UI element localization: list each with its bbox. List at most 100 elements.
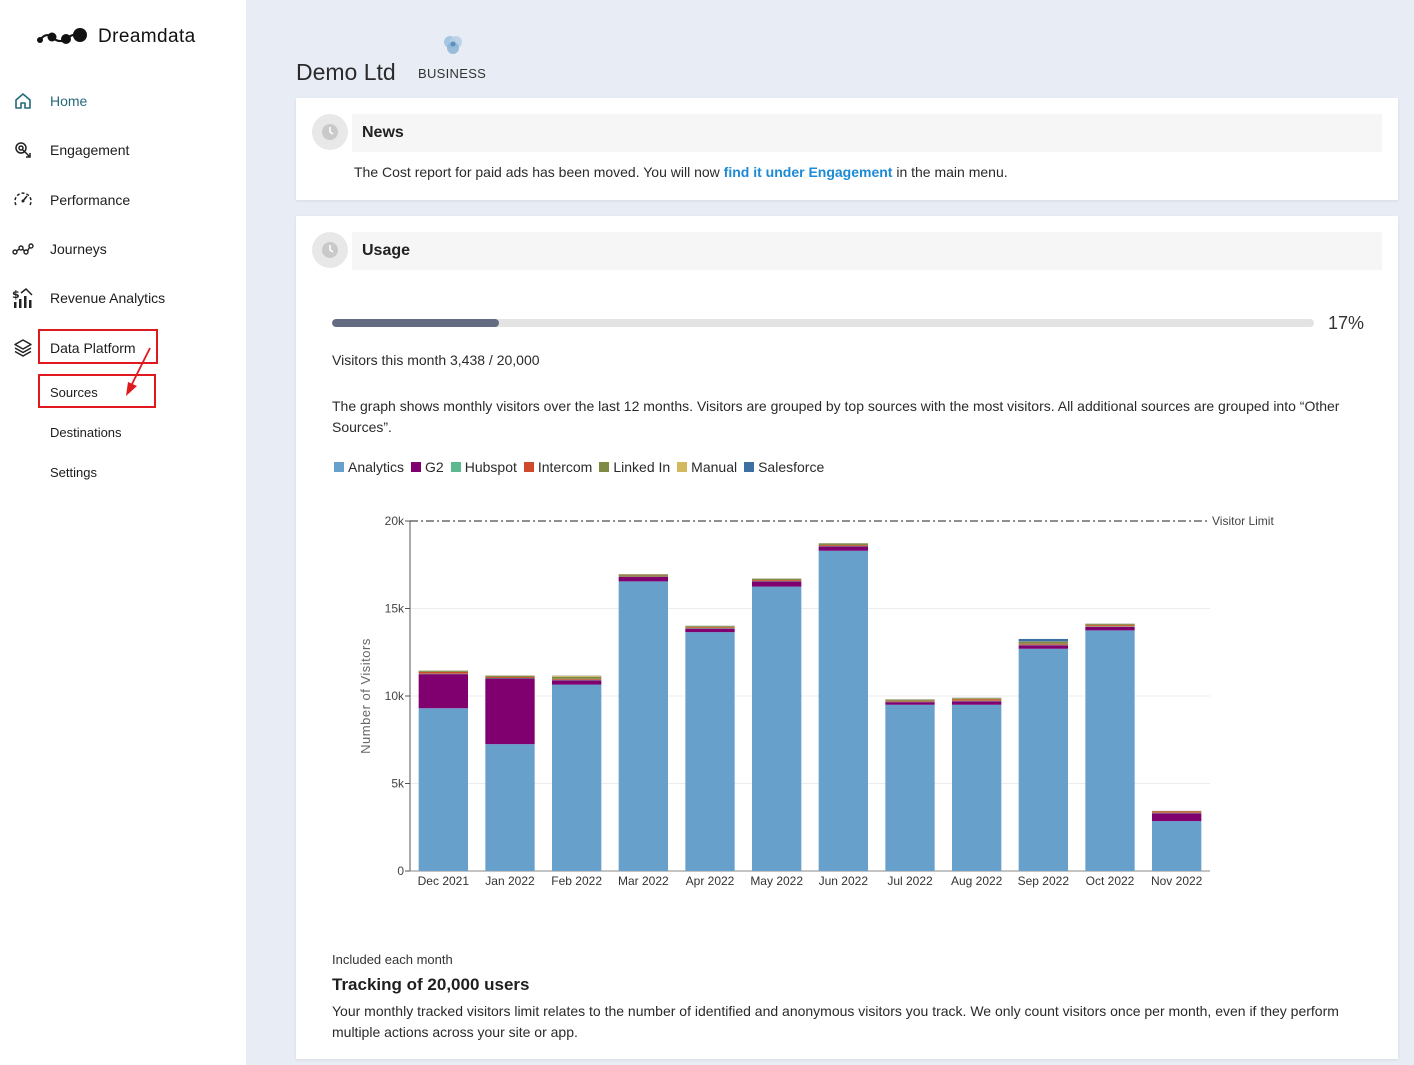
legend-item[interactable]: Manual bbox=[677, 459, 737, 475]
legend-swatch bbox=[523, 462, 534, 472]
bar-segment bbox=[1018, 645, 1068, 649]
legend-item[interactable]: Linked In bbox=[599, 459, 670, 475]
bar-segment bbox=[885, 699, 935, 701]
bar-segment bbox=[1085, 630, 1135, 871]
x-tick-label: Aug 2022 bbox=[951, 874, 1003, 888]
x-tick-label: Feb 2022 bbox=[551, 874, 602, 888]
clock-icon bbox=[312, 232, 348, 268]
legend-label: G2 bbox=[425, 459, 444, 475]
bar-segment bbox=[952, 704, 1002, 871]
bar-segment bbox=[1085, 626, 1135, 631]
bar-segment bbox=[485, 675, 535, 677]
bar-segment bbox=[418, 674, 468, 709]
sidebar-item-label: Revenue Analytics bbox=[50, 290, 166, 306]
y-tick-label: 10k bbox=[385, 689, 405, 703]
home-icon bbox=[12, 90, 34, 112]
app-logo[interactable]: Dreamdata bbox=[36, 24, 196, 50]
y-tick-label: 15k bbox=[385, 602, 405, 616]
bar-segment bbox=[685, 628, 735, 629]
sidebar-item-data-platform[interactable]: Data Platform bbox=[12, 334, 136, 362]
bar-segment bbox=[418, 673, 468, 675]
sidebar-item-home[interactable]: Home bbox=[12, 87, 87, 115]
svg-text:$: $ bbox=[12, 288, 20, 301]
legend-swatch bbox=[450, 462, 461, 472]
legend-item[interactable]: Salesforce bbox=[744, 459, 824, 475]
layers-icon bbox=[12, 337, 34, 359]
y-tick-label: 20k bbox=[385, 516, 405, 528]
bar-segment bbox=[618, 574, 668, 576]
x-tick-label: May 2022 bbox=[750, 874, 803, 888]
journeys-icon bbox=[12, 238, 34, 260]
x-tick-label: Dec 2021 bbox=[418, 874, 470, 888]
sidebar-item-label: Performance bbox=[50, 192, 131, 208]
sidebar-subitem-destinations[interactable]: Destinations bbox=[50, 425, 122, 440]
bar-segment bbox=[1152, 821, 1202, 871]
bar-segment bbox=[1018, 648, 1068, 871]
visitors-bar-chart: 0 5k 10k 15k 20k Number of Visitors Dec 2021 Ja… bbox=[358, 516, 1274, 888]
bar-segment bbox=[1152, 811, 1202, 813]
bar-segment bbox=[752, 578, 802, 580]
bar-segment bbox=[885, 700, 935, 702]
x-tick-label: Sep 2022 bbox=[1018, 874, 1070, 888]
bar-segment bbox=[418, 671, 468, 674]
bar-segment bbox=[885, 704, 935, 871]
sidebar-item-journeys[interactable]: Journeys bbox=[12, 235, 107, 263]
annotation-arrow-icon bbox=[126, 347, 151, 396]
bar-segment bbox=[952, 698, 1002, 700]
sidebar-item-engagement[interactable]: Engagement bbox=[12, 136, 129, 164]
sidebar-item-label: Engagement bbox=[50, 142, 130, 158]
sidebar-subitem-sources[interactable]: Sources bbox=[50, 385, 98, 400]
bar-segment bbox=[1085, 624, 1135, 626]
bar-segment bbox=[418, 708, 468, 871]
bar-segment bbox=[752, 579, 802, 581]
news-card: News The Cost report for paid ads has be… bbox=[296, 98, 1398, 200]
legend-label: Salesforce bbox=[758, 459, 825, 475]
bar-segment bbox=[1018, 638, 1068, 642]
included-label: Included each month bbox=[332, 952, 453, 967]
bar-segment bbox=[1152, 813, 1202, 822]
bar-segment bbox=[885, 701, 935, 703]
y-tick-label: 5k bbox=[391, 777, 405, 791]
bar-segment bbox=[685, 627, 735, 629]
usage-progress-fill bbox=[332, 319, 499, 327]
news-message: The Cost report for paid ads has been mo… bbox=[354, 164, 1008, 180]
legend-label: Analytics bbox=[348, 459, 405, 475]
bar-segment bbox=[552, 678, 602, 680]
bar-segment bbox=[685, 628, 735, 633]
company-name: Demo Ltd bbox=[296, 59, 396, 85]
legend-item[interactable]: Hubspot bbox=[450, 459, 517, 475]
sidebar-subitem-settings[interactable]: Settings bbox=[50, 465, 97, 480]
legend-label: Linked In bbox=[613, 459, 671, 475]
legend-item[interactable]: Analytics bbox=[334, 459, 404, 475]
y-tick-label: 0 bbox=[397, 864, 404, 878]
bar-segment bbox=[618, 576, 668, 577]
visitor-limit-label: Visitor Limit bbox=[1212, 516, 1274, 528]
legend-item[interactable]: G2 bbox=[411, 459, 444, 475]
news-engagement-link[interactable]: find it under Engagement bbox=[723, 164, 893, 180]
dreamdata-logo-icon bbox=[37, 28, 87, 44]
x-tick-label: Mar 2022 bbox=[618, 874, 669, 888]
plan-label: BUSINESS bbox=[418, 66, 487, 81]
highlight-box-data-platform bbox=[38, 329, 158, 364]
bar-segment bbox=[952, 699, 1002, 701]
visitors-this-month: Visitors this month 3,438 / 20,000 bbox=[332, 352, 540, 368]
sidebar-item-performance[interactable]: Performance bbox=[12, 186, 130, 214]
legend-item[interactable]: Intercom bbox=[523, 459, 593, 475]
x-tick-label: Nov 2022 bbox=[1151, 874, 1203, 888]
bar-segment bbox=[1018, 644, 1068, 646]
bar-segment bbox=[618, 575, 668, 577]
bar-segment bbox=[1018, 643, 1068, 645]
bar-segment bbox=[952, 701, 1002, 705]
bar-segment bbox=[485, 677, 535, 679]
bar-segment bbox=[818, 545, 868, 547]
performance-icon bbox=[12, 189, 34, 211]
legend-swatch bbox=[744, 462, 755, 472]
bar-segment bbox=[752, 581, 802, 587]
bar-segment bbox=[552, 680, 602, 685]
y-axis-label: Number of Visitors bbox=[358, 638, 373, 754]
legend-label: Intercom bbox=[537, 459, 593, 475]
bar-segment bbox=[485, 676, 535, 678]
sidebar-item-revenue-analytics[interactable]: $ Revenue Analytics bbox=[12, 284, 165, 312]
bar-segment bbox=[552, 679, 602, 681]
sidebar: Dreamdata Home Engagement Performance Jo… bbox=[0, 0, 246, 1065]
